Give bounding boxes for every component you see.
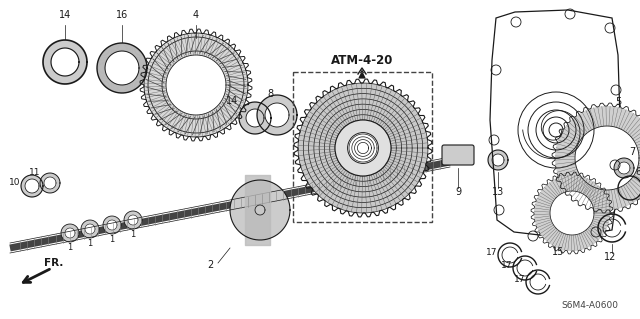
Circle shape xyxy=(128,215,138,225)
Text: 1: 1 xyxy=(88,239,93,248)
Text: 13: 13 xyxy=(492,187,504,197)
Text: 17: 17 xyxy=(501,261,513,270)
Text: 4: 4 xyxy=(193,10,199,20)
Circle shape xyxy=(21,175,43,197)
Circle shape xyxy=(255,205,265,215)
Circle shape xyxy=(575,126,639,190)
Circle shape xyxy=(105,51,139,85)
Circle shape xyxy=(43,40,87,84)
Text: 1: 1 xyxy=(131,230,136,239)
Text: FR.: FR. xyxy=(44,258,63,268)
Text: 3: 3 xyxy=(612,140,618,150)
Circle shape xyxy=(144,33,248,137)
Text: 17: 17 xyxy=(486,248,498,257)
Circle shape xyxy=(492,154,504,166)
Text: 1: 1 xyxy=(67,243,72,252)
Text: 10: 10 xyxy=(9,178,20,187)
Circle shape xyxy=(166,55,226,115)
Circle shape xyxy=(25,179,39,193)
Circle shape xyxy=(335,120,391,176)
Circle shape xyxy=(81,220,99,238)
Circle shape xyxy=(531,172,613,254)
Circle shape xyxy=(65,228,75,238)
Text: 17: 17 xyxy=(515,275,525,284)
FancyBboxPatch shape xyxy=(442,145,474,165)
Circle shape xyxy=(348,133,378,163)
Text: 16: 16 xyxy=(116,10,128,20)
Circle shape xyxy=(239,102,271,134)
Circle shape xyxy=(265,103,289,127)
Text: 5: 5 xyxy=(615,97,621,107)
Circle shape xyxy=(44,177,56,189)
Text: 14: 14 xyxy=(59,10,71,20)
Circle shape xyxy=(534,175,610,251)
Circle shape xyxy=(618,162,630,174)
Text: 14: 14 xyxy=(226,96,238,106)
Text: S6M4-A0600: S6M4-A0600 xyxy=(561,301,618,310)
Circle shape xyxy=(550,191,594,235)
Circle shape xyxy=(107,220,117,230)
Circle shape xyxy=(40,173,60,193)
Text: 15: 15 xyxy=(552,247,564,257)
Bar xyxy=(293,72,432,222)
Circle shape xyxy=(61,224,79,242)
Circle shape xyxy=(614,158,634,178)
Circle shape xyxy=(142,31,250,139)
Circle shape xyxy=(555,106,640,210)
Text: 7: 7 xyxy=(629,147,635,157)
Text: 6: 6 xyxy=(635,167,640,177)
Circle shape xyxy=(230,180,290,240)
Circle shape xyxy=(488,150,508,170)
Circle shape xyxy=(124,211,142,229)
Text: 11: 11 xyxy=(29,168,41,177)
Circle shape xyxy=(85,224,95,234)
Text: 2: 2 xyxy=(207,260,213,270)
Text: 1: 1 xyxy=(109,235,115,244)
Circle shape xyxy=(257,95,297,135)
Text: 8: 8 xyxy=(267,89,273,99)
Circle shape xyxy=(97,43,147,93)
Circle shape xyxy=(335,120,391,176)
Circle shape xyxy=(246,109,264,127)
Circle shape xyxy=(552,103,640,213)
Circle shape xyxy=(103,216,121,234)
Circle shape xyxy=(51,48,79,76)
Text: 12: 12 xyxy=(604,252,616,262)
Circle shape xyxy=(298,83,428,213)
Text: 9: 9 xyxy=(455,187,461,197)
Text: ATM-4-20: ATM-4-20 xyxy=(331,54,393,66)
